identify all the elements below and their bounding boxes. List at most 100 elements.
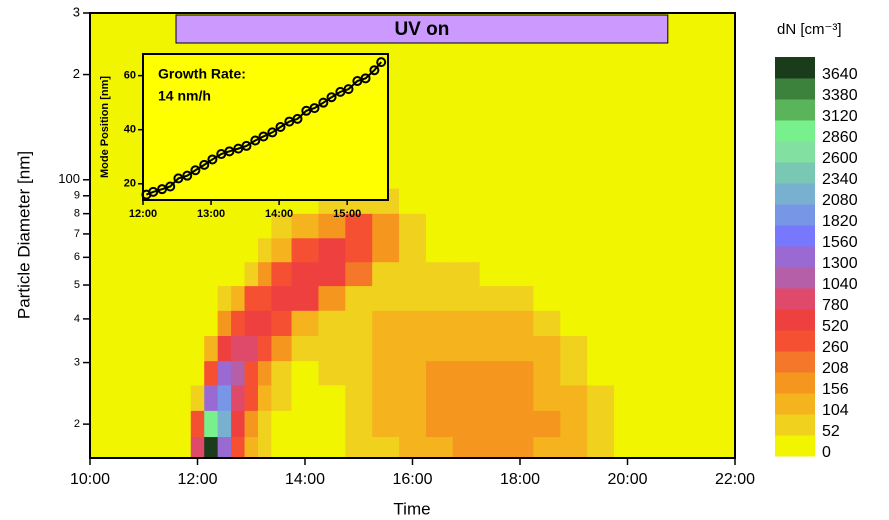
inset-point — [148, 186, 159, 197]
contour-cell — [479, 410, 508, 438]
contour-cell — [587, 213, 615, 239]
contour-cell — [614, 188, 642, 214]
contour-cell — [318, 237, 346, 263]
colorbar-label: 2860 — [822, 129, 858, 146]
contour-cell — [560, 310, 588, 337]
contour-cell — [318, 310, 346, 337]
inset-x-tick-label: 13:00 — [197, 208, 225, 220]
contour-cell — [560, 261, 588, 287]
contour-cell — [217, 436, 232, 458]
contour-cell — [190, 237, 205, 263]
contour-cell — [318, 335, 346, 362]
contour-cell — [506, 213, 535, 239]
x-axis-label: Time — [393, 499, 430, 518]
uv-label: UV on — [394, 19, 449, 40]
contour-cell — [372, 310, 400, 337]
contour-cell — [271, 237, 293, 263]
colorbar-label: 2340 — [822, 171, 858, 188]
contour-cell — [452, 237, 481, 263]
y-tick-label: 7 — [74, 228, 80, 240]
contour-cell — [204, 261, 219, 287]
colorbar-swatch — [775, 330, 815, 352]
contour-cell — [533, 310, 561, 337]
contour-cell — [533, 436, 561, 458]
colorbar-swatch — [775, 99, 815, 121]
colorbar-swatch — [775, 162, 815, 184]
contour-cell — [345, 436, 373, 458]
contour-cell — [506, 237, 535, 263]
inset-annotation: Growth Rate: — [158, 66, 246, 82]
contour-cell — [231, 335, 246, 362]
contour-cell — [190, 360, 205, 386]
inset-y-tick-label: 60 — [124, 70, 136, 82]
contour-cell — [217, 213, 232, 239]
contour-cell — [231, 360, 246, 386]
contour-cell — [399, 310, 427, 337]
colorbar-label: 1820 — [822, 213, 858, 230]
contour-cell — [291, 285, 320, 311]
contour-cell — [244, 285, 259, 311]
y-tick-label: 2 — [74, 418, 80, 430]
y-tick-label: 9 — [74, 190, 80, 202]
contour-cell — [533, 213, 561, 239]
contour-cell — [204, 384, 219, 411]
contour-cell — [318, 213, 346, 239]
contour-cell — [257, 285, 273, 311]
contour-cell — [291, 360, 320, 386]
colorbar-swatch — [775, 267, 815, 289]
inset-point — [309, 103, 320, 114]
contour-cell — [271, 285, 293, 311]
inset-x-tick-label: 14:00 — [265, 208, 293, 220]
x-tick-label: 16:00 — [392, 471, 432, 488]
contour-cell — [318, 261, 346, 287]
colorbar-label: 1560 — [822, 234, 858, 251]
contour-cell — [399, 335, 427, 362]
inset-point — [360, 73, 371, 84]
contour-cell — [614, 285, 642, 311]
contour-cell — [506, 436, 535, 458]
contour-cell — [345, 261, 373, 287]
contour-cell — [190, 213, 205, 239]
contour-cell — [244, 360, 259, 386]
colorbar-swatch — [775, 204, 815, 226]
contour-cell — [244, 213, 259, 239]
y-tick-label: 3 — [74, 356, 80, 368]
contour-cell — [425, 310, 454, 337]
inset-point — [318, 97, 329, 108]
inset-point — [241, 140, 252, 151]
contour-cell — [190, 261, 205, 287]
contour-cell — [452, 335, 481, 362]
contour-cell — [244, 237, 259, 263]
contour-cell — [177, 384, 192, 411]
inset-point — [369, 65, 380, 76]
colorbar-swatch — [775, 183, 815, 205]
contour-cell — [291, 436, 320, 458]
colorbar-swatch — [775, 393, 815, 415]
contour-cell — [479, 237, 508, 263]
contour-cell — [425, 410, 454, 438]
contour-cell — [345, 384, 373, 411]
contour-cell — [217, 335, 232, 362]
inset-point — [292, 113, 303, 124]
x-tick-label: 14:00 — [285, 471, 325, 488]
contour-cell — [257, 360, 273, 386]
contour-cell — [291, 335, 320, 362]
contour-cell — [587, 384, 615, 411]
contour-cell — [217, 360, 232, 386]
inset-point — [326, 92, 337, 103]
colorbar-label: 3640 — [822, 66, 858, 83]
contour-cell — [177, 285, 192, 311]
contour-cell — [217, 310, 232, 337]
contour-cell — [533, 261, 561, 287]
contour-cell — [318, 436, 346, 458]
inset-point — [165, 181, 176, 192]
contour-cell — [372, 261, 400, 287]
contour-cell — [372, 237, 400, 263]
contour-cell — [399, 384, 427, 411]
contour-cell — [244, 335, 259, 362]
contour-cell — [614, 410, 642, 438]
contour-cell — [231, 310, 246, 337]
contour-cell — [399, 213, 427, 239]
contour-cell — [217, 237, 232, 263]
contour-cell — [506, 410, 535, 438]
